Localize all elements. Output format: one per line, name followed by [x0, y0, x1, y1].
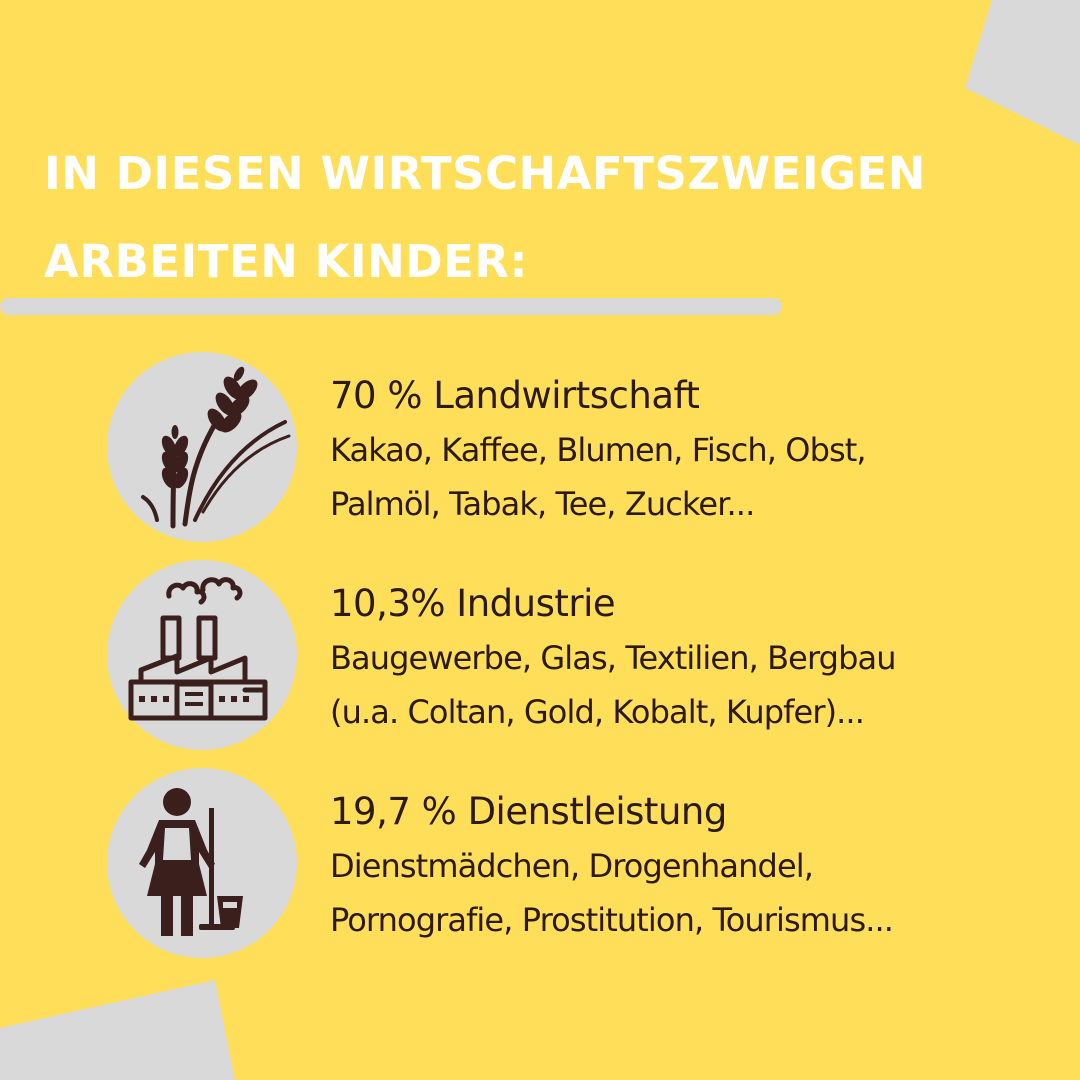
sector-heading: 19,7 % Dienstleistung — [330, 790, 727, 833]
wheat-icon — [107, 352, 297, 542]
sector-text-industry: 10,3% Industrie Baugewerbe, Glas, Textil… — [330, 578, 896, 738]
sector-heading: 70 % Landwirtschaft — [330, 374, 700, 417]
sector-detail-line: Kakao, Kaffee, Blumen, Fisch, Obst, — [330, 431, 867, 469]
sector-row-industry: 10,3% Industrie Baugewerbe, Glas, Textil… — [0, 560, 1080, 750]
sector-detail-line: Pornografie, Prostitution, Tourismus... — [330, 901, 894, 939]
sector-heading: 10,3% Industrie — [330, 582, 616, 625]
sector-row-services: 19,7 % Dienstleistung Dienstmädchen, Dro… — [0, 768, 1080, 958]
sector-text-agriculture: 70 % Landwirtschaft Kakao, Kaffee, Blume… — [330, 370, 867, 530]
sector-detail-line: Dienstmädchen, Drogenhandel, — [330, 847, 814, 885]
page-title-line-2: ARBEITEN KINDER: — [44, 234, 529, 288]
sector-row-agriculture: 70 % Landwirtschaft Kakao, Kaffee, Blume… — [0, 352, 1080, 542]
corner-decoration-top — [965, 0, 1080, 145]
page-title-line-1: IN DIESEN WIRTSCHAFTSZWEIGEN — [44, 147, 926, 200]
sector-detail-line: Palmöl, Tabak, Tee, Zucker... — [330, 485, 755, 523]
maid-icon — [107, 768, 297, 958]
sector-text-services: 19,7 % Dienstleistung Dienstmädchen, Dro… — [330, 786, 894, 946]
sector-detail-line: Baugewerbe, Glas, Textilien, Bergbau — [330, 639, 896, 677]
sector-detail-line: (u.a. Coltan, Gold, Kobalt, Kupfer)... — [330, 693, 865, 731]
corner-decoration-bottom — [0, 980, 235, 1080]
page-title: IN DIESEN WIRTSCHAFTSZWEIGEN ARBEITEN KI… — [44, 130, 926, 306]
title-divider — [0, 298, 782, 315]
factory-icon — [107, 560, 297, 750]
